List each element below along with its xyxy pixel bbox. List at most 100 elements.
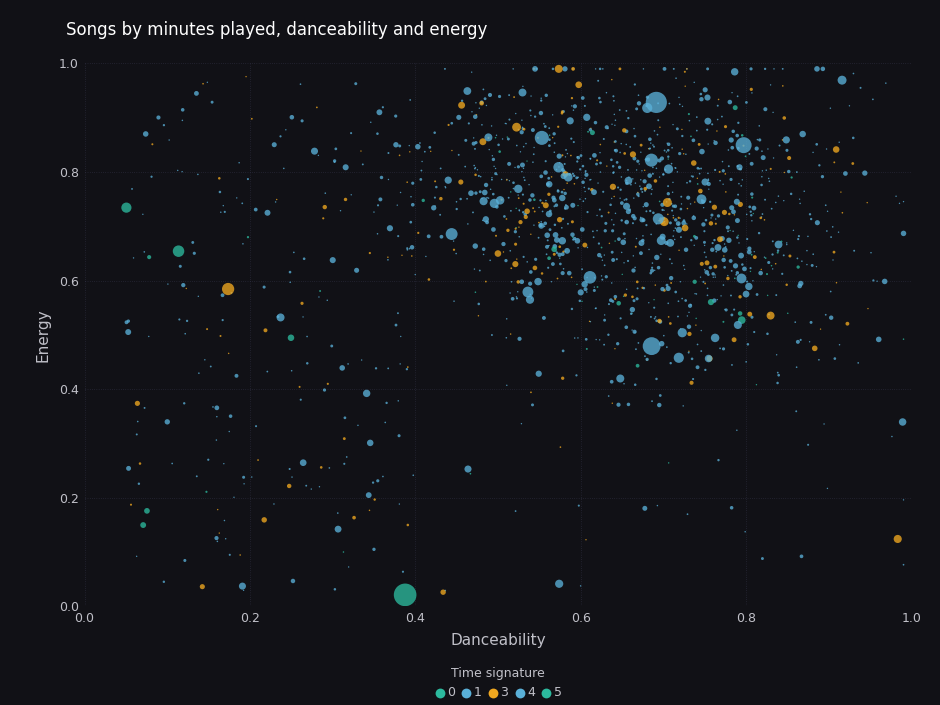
Point — [550, 247, 565, 259]
Point — [611, 233, 626, 245]
Point — [647, 294, 662, 305]
Point — [619, 321, 634, 333]
Point — [662, 98, 677, 109]
Point — [582, 316, 597, 327]
Point — [675, 293, 690, 305]
Point — [573, 580, 588, 591]
Point — [809, 261, 824, 272]
Point — [541, 189, 556, 200]
Point — [805, 260, 820, 271]
Point — [603, 295, 619, 306]
Point — [481, 133, 496, 144]
Point — [613, 373, 628, 384]
Point — [823, 312, 838, 324]
Point — [619, 139, 634, 150]
Point — [655, 204, 670, 216]
Point — [555, 149, 570, 161]
Point — [831, 226, 846, 238]
Point — [643, 312, 658, 323]
Point — [716, 279, 731, 290]
Point — [509, 291, 524, 302]
Point — [634, 214, 650, 226]
Point — [476, 249, 491, 260]
Point — [556, 184, 572, 195]
Point — [708, 261, 723, 272]
Point — [455, 95, 470, 106]
Point — [730, 161, 745, 172]
Point — [503, 186, 518, 197]
Point — [705, 118, 720, 130]
Point — [632, 98, 647, 109]
Point — [738, 526, 753, 537]
Point — [718, 186, 733, 197]
Point — [700, 168, 715, 179]
Point — [647, 125, 662, 137]
Point — [629, 103, 644, 114]
Point — [746, 202, 761, 214]
Point — [581, 126, 596, 137]
Point — [619, 194, 634, 205]
Point — [542, 130, 557, 141]
Point — [590, 281, 605, 293]
Point — [754, 171, 769, 183]
Point — [221, 283, 236, 295]
Point — [677, 264, 692, 275]
Point — [414, 165, 429, 176]
Point — [693, 271, 708, 283]
Point — [649, 97, 664, 108]
Point — [515, 87, 530, 98]
Point — [744, 188, 760, 200]
Point — [538, 121, 553, 132]
Point — [170, 165, 185, 176]
Point — [663, 254, 678, 265]
Point — [648, 312, 663, 323]
Point — [296, 457, 311, 468]
Point — [511, 231, 526, 243]
Point — [708, 271, 723, 283]
Point — [511, 204, 526, 216]
Point — [744, 158, 760, 169]
Point — [335, 362, 350, 374]
Point — [772, 140, 787, 151]
Point — [579, 169, 594, 180]
Point — [713, 343, 728, 354]
X-axis label: Danceability: Danceability — [450, 633, 546, 648]
Point — [565, 229, 580, 240]
Point — [655, 231, 670, 243]
Point — [577, 186, 592, 197]
Point — [597, 314, 612, 326]
Point — [311, 149, 326, 161]
Point — [606, 166, 621, 178]
Point — [592, 204, 607, 215]
Point — [605, 225, 620, 236]
Point — [636, 214, 651, 226]
Point — [513, 146, 528, 157]
Point — [639, 219, 654, 231]
Point — [641, 143, 656, 154]
Point — [526, 63, 541, 75]
Point — [592, 92, 607, 104]
Point — [604, 277, 619, 288]
Point — [521, 286, 536, 298]
Point — [643, 205, 658, 216]
Point — [584, 174, 599, 185]
Point — [216, 458, 231, 470]
Point — [741, 338, 756, 350]
Point — [823, 286, 838, 298]
Point — [446, 244, 462, 255]
Point — [692, 163, 707, 174]
Point — [661, 164, 676, 175]
Point — [368, 362, 384, 374]
Point — [655, 216, 670, 227]
Point — [509, 223, 524, 234]
Point — [770, 377, 785, 388]
Point — [483, 184, 498, 195]
Point — [200, 77, 215, 88]
Point — [732, 291, 747, 302]
Point — [268, 196, 283, 207]
Point — [745, 208, 760, 219]
Point — [400, 244, 415, 255]
Point — [415, 156, 430, 167]
Point — [434, 231, 449, 243]
Point — [525, 190, 540, 201]
